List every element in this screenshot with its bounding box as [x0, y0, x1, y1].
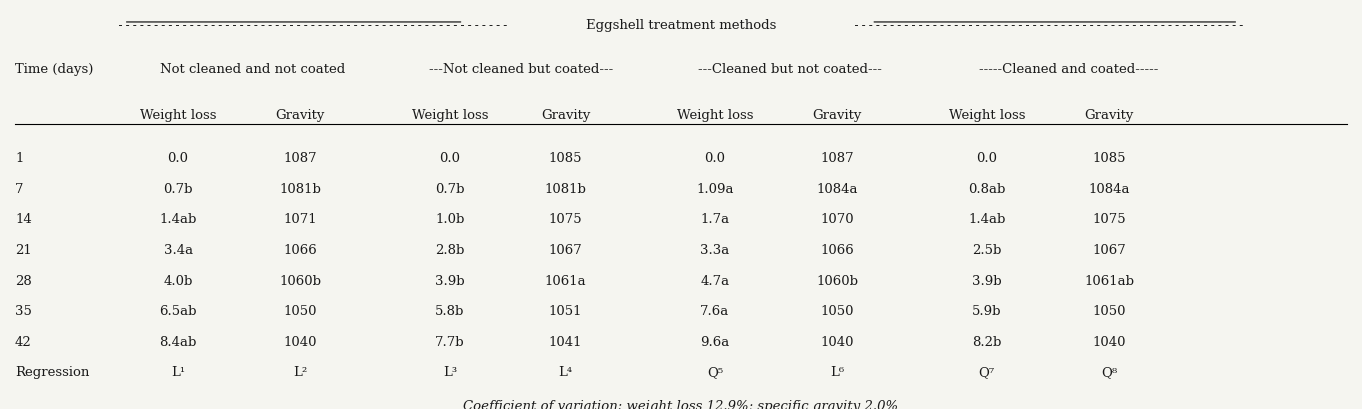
Text: L³: L³	[443, 365, 458, 378]
Text: 4.0b: 4.0b	[163, 274, 193, 287]
Text: 4.7a: 4.7a	[700, 274, 730, 287]
Text: Q⁸: Q⁸	[1100, 365, 1117, 378]
Text: 21: 21	[15, 243, 31, 256]
Text: 0.7b: 0.7b	[163, 182, 193, 196]
Text: 2.8b: 2.8b	[436, 243, 464, 256]
Text: Q⁷: Q⁷	[979, 365, 996, 378]
Text: 1081b: 1081b	[279, 182, 321, 196]
Text: 1.0b: 1.0b	[436, 213, 464, 226]
Text: 2.5b: 2.5b	[972, 243, 1001, 256]
Text: 1067: 1067	[549, 243, 583, 256]
Text: Regression: Regression	[15, 365, 90, 378]
Text: L⁴: L⁴	[558, 365, 572, 378]
Text: Weight loss: Weight loss	[677, 109, 753, 122]
Text: 1.4ab: 1.4ab	[968, 213, 1005, 226]
Text: 5.8b: 5.8b	[436, 304, 464, 317]
Text: 0.0: 0.0	[704, 152, 726, 165]
Text: Not cleaned and not coated: Not cleaned and not coated	[161, 62, 346, 75]
Text: 1087: 1087	[283, 152, 317, 165]
Text: 1085: 1085	[1092, 152, 1126, 165]
Text: 1087: 1087	[820, 152, 854, 165]
Text: 0.0: 0.0	[168, 152, 188, 165]
Text: 3.9b: 3.9b	[434, 274, 464, 287]
Text: 6.5ab: 6.5ab	[159, 304, 197, 317]
Text: 1084a: 1084a	[1088, 182, 1130, 196]
Text: 0.0: 0.0	[440, 152, 460, 165]
Text: 1084a: 1084a	[817, 182, 858, 196]
Text: 42: 42	[15, 335, 31, 348]
Text: 1040: 1040	[283, 335, 317, 348]
Text: L²: L²	[293, 365, 308, 378]
Text: 1060b: 1060b	[279, 274, 321, 287]
Text: 1: 1	[15, 152, 23, 165]
Text: 1.4ab: 1.4ab	[159, 213, 196, 226]
Text: 0.8ab: 0.8ab	[968, 182, 1005, 196]
Text: -------------------------------------------------------: ----------------------------------------…	[117, 19, 509, 32]
Text: Gravity: Gravity	[541, 109, 590, 122]
Text: 7.7b: 7.7b	[434, 335, 464, 348]
Text: Q⁵: Q⁵	[707, 365, 723, 378]
Text: Time (days): Time (days)	[15, 62, 94, 75]
Text: 1075: 1075	[549, 213, 583, 226]
Text: 1061ab: 1061ab	[1084, 274, 1135, 287]
Text: 1040: 1040	[820, 335, 854, 348]
Text: 1066: 1066	[820, 243, 854, 256]
Text: 7.6a: 7.6a	[700, 304, 730, 317]
Text: Coefficient of variation: weight loss 12.9%; specific gravity 2.0%: Coefficient of variation: weight loss 12…	[463, 400, 899, 409]
Text: 1071: 1071	[283, 213, 317, 226]
Text: 1051: 1051	[549, 304, 582, 317]
Text: 1041: 1041	[549, 335, 582, 348]
Text: 1050: 1050	[283, 304, 317, 317]
Text: 7: 7	[15, 182, 23, 196]
Text: 1060b: 1060b	[816, 274, 858, 287]
Text: 1.7a: 1.7a	[700, 213, 730, 226]
Text: 3.4a: 3.4a	[163, 243, 192, 256]
Text: 1067: 1067	[1092, 243, 1126, 256]
Text: 3.3a: 3.3a	[700, 243, 730, 256]
Text: 14: 14	[15, 213, 31, 226]
Text: 9.6a: 9.6a	[700, 335, 730, 348]
Text: Gravity: Gravity	[813, 109, 862, 122]
Text: 1.09a: 1.09a	[696, 182, 734, 196]
Text: 3.9b: 3.9b	[972, 274, 1001, 287]
Text: 1040: 1040	[1092, 335, 1126, 348]
Text: 1061a: 1061a	[545, 274, 586, 287]
Text: ---Not cleaned but coated---: ---Not cleaned but coated---	[429, 62, 613, 75]
Text: Weight loss: Weight loss	[140, 109, 217, 122]
Text: ---Cleaned but not coated---: ---Cleaned but not coated---	[697, 62, 881, 75]
Text: 35: 35	[15, 304, 31, 317]
Text: Gravity: Gravity	[275, 109, 326, 122]
Text: 1085: 1085	[549, 152, 582, 165]
Text: 1050: 1050	[820, 304, 854, 317]
Text: 8.2b: 8.2b	[972, 335, 1001, 348]
Text: 1081b: 1081b	[545, 182, 587, 196]
Text: -----Cleaned and coated-----: -----Cleaned and coated-----	[979, 62, 1158, 75]
Text: 1075: 1075	[1092, 213, 1126, 226]
Text: Eggshell treatment methods: Eggshell treatment methods	[586, 19, 776, 32]
Text: 1066: 1066	[283, 243, 317, 256]
Text: 1070: 1070	[820, 213, 854, 226]
Text: 8.4ab: 8.4ab	[159, 335, 196, 348]
Text: Weight loss: Weight loss	[411, 109, 488, 122]
Text: Gravity: Gravity	[1084, 109, 1133, 122]
Text: 28: 28	[15, 274, 31, 287]
Text: L¹: L¹	[172, 365, 185, 378]
Text: -------------------------------------------------------: ----------------------------------------…	[853, 19, 1245, 32]
Text: L⁶: L⁶	[831, 365, 844, 378]
Text: 0.7b: 0.7b	[436, 182, 464, 196]
Text: 5.9b: 5.9b	[972, 304, 1001, 317]
Text: Weight loss: Weight loss	[948, 109, 1026, 122]
Text: 1050: 1050	[1092, 304, 1126, 317]
Text: 0.0: 0.0	[977, 152, 997, 165]
